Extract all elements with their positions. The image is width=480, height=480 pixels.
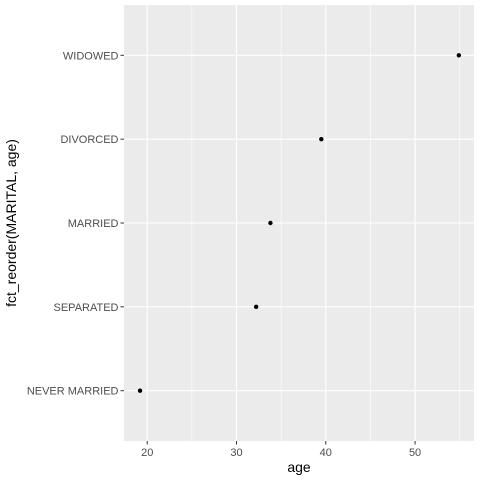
data-point [137, 388, 143, 393]
data-points [137, 53, 462, 393]
data-point [253, 304, 259, 310]
y-tick-label: MARRIED [68, 218, 119, 230]
y-tick-label: SEPARATED [54, 302, 119, 314]
y-tick-label: DIVORCED [60, 134, 118, 146]
x-axis: 20 30 40 50 [141, 441, 421, 459]
y-tick-label: WIDOWED [63, 50, 119, 62]
major-gridlines [124, 5, 474, 441]
x-axis-title: age [287, 459, 311, 475]
x-tick-label: 50 [409, 447, 421, 459]
x-tick-label: 40 [320, 447, 332, 459]
data-point [268, 220, 273, 226]
y-tick-label: NEVER MARRIED [27, 386, 119, 398]
data-point [456, 53, 462, 58]
data-point [319, 136, 324, 142]
y-axis-title: fct_reorder(MARITAL, age) [3, 139, 19, 307]
y-axis: NEVER MARRIED SEPARATED MARRIED DIVORCED WID… [27, 50, 124, 398]
x-tick-label: 30 [230, 447, 242, 459]
x-tick-label: 20 [141, 447, 153, 459]
